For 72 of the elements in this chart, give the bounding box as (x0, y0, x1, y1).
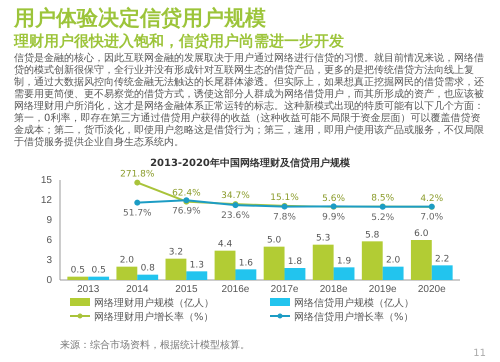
bar (88, 276, 110, 280)
data-label: 76.9% (172, 206, 202, 216)
data-label: 4.2% (420, 194, 444, 204)
data-label: 3.2 (168, 248, 184, 258)
data-label: 271.8% (120, 170, 155, 180)
data-label: 23.6% (221, 211, 250, 222)
bar (214, 250, 236, 280)
bar (116, 266, 138, 280)
data-label: 51.7% (123, 208, 152, 219)
data-label: 7.0% (420, 212, 444, 223)
source-note: 来源：综合市场资料，根据统计模型核算。 (60, 339, 250, 351)
y-tick-label: 0 (46, 275, 52, 286)
data-label: 5.2% (371, 212, 395, 223)
text: 理财用户很快进入饱和，信贷用户尚需进一步开发 (14, 32, 344, 51)
bar (284, 268, 306, 280)
data-label: 2.0 (120, 256, 134, 266)
data-label: 2.2 (435, 254, 450, 264)
data-label: 5.0 (266, 236, 282, 246)
x-tick-label: 2020e (418, 284, 446, 296)
data-label: 5.8 (365, 230, 380, 240)
x-tick-label: 2013 (77, 284, 100, 296)
chart-title: 2013-2020年中国网络理财及信贷用户规模 (150, 157, 351, 169)
legend-label: 网络信贷用户规模（亿人） (294, 297, 414, 309)
data-label: 9.9% (322, 212, 346, 222)
legend-label: 网络信贷用户增长率（%） (294, 311, 414, 323)
data-label: 4.4 (218, 240, 232, 250)
data-label: 5.6% (322, 194, 346, 204)
point (134, 200, 140, 206)
bar (410, 240, 432, 280)
data-label: 15.1% (270, 192, 300, 203)
bar (186, 271, 208, 280)
x-tick-label: 2019e (368, 284, 398, 296)
x-tick-label: 2015 (175, 284, 198, 296)
legend-label: 网络理财用户规模（亿人） (94, 297, 214, 309)
data-label: 5.3 (316, 234, 330, 244)
data-label: 0.5 (70, 266, 85, 276)
data-label: 1.3 (190, 260, 204, 270)
bar (67, 276, 88, 280)
x-tick-label: 2016e (222, 284, 250, 296)
bar (264, 246, 285, 280)
data-label: 2.0 (386, 256, 401, 266)
y-tick-label: 15 (40, 175, 52, 186)
bar (362, 241, 383, 280)
x-tick-label: 2017e (270, 284, 299, 296)
point (134, 180, 140, 186)
data-label: 7.8% (273, 212, 296, 223)
data-label: 0.8 (140, 264, 156, 274)
data-label: 1.9 (336, 256, 352, 266)
y-tick-label: 3 (46, 255, 52, 266)
bar (312, 244, 334, 280)
legend-label: 网络理财用户增长率（%） (94, 311, 214, 323)
data-label: 34.7% (221, 191, 250, 202)
text: 11 (473, 348, 486, 359)
data-label: 62.4% (172, 188, 202, 199)
data-label: 0.5 (91, 266, 106, 276)
data-label: 1.8 (288, 257, 302, 267)
text: 用户体验决定信贷用户规模 (14, 5, 266, 32)
bar (235, 269, 256, 280)
y-tick-label: 6 (46, 235, 52, 246)
x-tick-label: 2014 (126, 284, 149, 296)
x-tick-label: 2018e (320, 284, 348, 296)
data-label: 1.6 (238, 258, 254, 268)
bar (382, 266, 404, 280)
y-tick-label: 12 (40, 195, 52, 206)
data-label: 8.5% (371, 194, 395, 204)
y-tick-label: 9 (46, 215, 52, 226)
bar (166, 258, 186, 280)
bar (137, 274, 158, 280)
bar (334, 267, 354, 280)
bar (432, 265, 453, 280)
data-label: 6.0 (414, 229, 429, 239)
text: 信贷是金融的核心，因此互联网金融的发展取决于用户通过网络进行信贷的习惯。就目前情况来说，网络借贷的模式创新很保守，全行业并没有形成针对互联网生态的借贷产品，更多的是把传统借贷方法向线上复制，通过大数据风控向传统金融无法触达的长尾群体渗透。但实际上，如果想真正挖掘网民的借贷需求，还需要用更简便、更不易察觉的借贷方式，诱使这部分人群成为网络借贷用户，而其所形成的资产，也应该被网络理财用户所消化，这才是网络金融体系正常运转的标志。这种新模式出现的特质可能有以下几个方面：第一，0利率，即存在第三方通过借贷用户获得的收益（这种收益可能不局限于资金层面）可以覆盖借贷资金成本；第二，货币淡化，即使用户忽略这是借贷行为；第三，速用，即用户使用该产品或服务，不仅局限于借贷服务提供企业自身生态系统内。 (14, 53, 485, 149)
